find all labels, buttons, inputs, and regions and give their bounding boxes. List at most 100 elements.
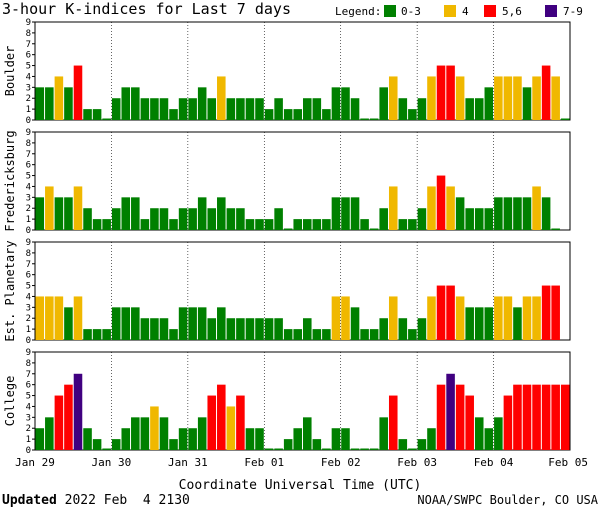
k-index-bar bbox=[159, 417, 169, 450]
k-index-bar bbox=[369, 228, 379, 230]
k-index-bar bbox=[159, 318, 169, 340]
updated-line: Updated 2022 Feb 4 2130 bbox=[2, 493, 190, 508]
k-index-bar bbox=[427, 186, 436, 230]
x-tick-label: Feb 05 bbox=[548, 456, 588, 469]
y-tick-label: 7 bbox=[26, 260, 31, 270]
k-index-bar bbox=[131, 307, 140, 340]
k-index-bar bbox=[64, 197, 73, 230]
k-index-bar bbox=[121, 197, 131, 230]
k-index-bar bbox=[484, 307, 494, 340]
k-index-bar bbox=[455, 384, 465, 450]
x-tick-label: Feb 01 bbox=[244, 456, 284, 469]
y-tick-label: 4 bbox=[26, 292, 31, 302]
x-tick-label: Jan 29 bbox=[15, 456, 55, 469]
y-tick-label: 4 bbox=[26, 72, 31, 82]
y-tick-label: 1 bbox=[26, 215, 31, 225]
k-index-bar bbox=[331, 296, 341, 340]
y-tick-label: 1 bbox=[26, 105, 31, 115]
k-index-bar bbox=[322, 448, 331, 450]
k-index-bar bbox=[446, 186, 455, 230]
k-index-bar bbox=[45, 186, 54, 230]
chart-title: 3-hour K-indices for Last 7 days bbox=[2, 0, 291, 18]
y-tick-label: 2 bbox=[26, 314, 31, 324]
k-index-bar bbox=[417, 208, 427, 230]
k-index-bar bbox=[369, 329, 379, 340]
y-tick-label: 9 bbox=[26, 18, 31, 28]
k-index-bar bbox=[188, 428, 197, 450]
k-index-bar bbox=[341, 296, 350, 340]
k-index-bar bbox=[369, 118, 379, 120]
k-index-bar bbox=[102, 329, 111, 340]
y-tick-label: 9 bbox=[26, 348, 31, 358]
k-index-bar bbox=[283, 439, 293, 450]
k-index-bar bbox=[111, 98, 121, 120]
y-tick-label: 7 bbox=[26, 40, 31, 50]
y-tick-label: 5 bbox=[26, 392, 31, 402]
k-index-bar bbox=[188, 208, 197, 230]
k-index-bar bbox=[236, 395, 245, 450]
y-tick-label: 8 bbox=[26, 29, 31, 39]
y-tick-label: 7 bbox=[26, 370, 31, 380]
y-tick-label: 3 bbox=[26, 193, 31, 203]
k-index-bar bbox=[360, 118, 369, 120]
k-index-bar bbox=[283, 329, 293, 340]
k-index-bar bbox=[465, 208, 474, 230]
panel-label: Fredericksburg bbox=[3, 130, 17, 231]
x-tick-label: Jan 31 bbox=[168, 456, 208, 469]
y-tick-label: 3 bbox=[26, 303, 31, 313]
k-index-bar bbox=[388, 186, 398, 230]
y-tick-label: 4 bbox=[26, 402, 31, 412]
k-index-bar bbox=[494, 417, 503, 450]
panels: 0123456789Boulder0123456789Fredericksbur… bbox=[3, 18, 571, 456]
k-index-bar bbox=[197, 417, 207, 450]
k-index-bar bbox=[150, 406, 159, 450]
k-index-bar bbox=[398, 439, 408, 450]
k-index-bar bbox=[398, 98, 408, 120]
k-index-bar bbox=[465, 395, 474, 450]
legend-label-0-3: 0-3 bbox=[401, 5, 421, 18]
updated-time: 2022 Feb 4 2130 bbox=[57, 493, 190, 508]
k-index-bar bbox=[532, 186, 541, 230]
k-index-bar bbox=[474, 307, 484, 340]
legend-swatch-5-6 bbox=[484, 5, 496, 17]
k-index-bar bbox=[388, 76, 398, 120]
k-index-bar bbox=[169, 439, 178, 450]
k-index-bar bbox=[484, 87, 494, 120]
k-index-bar bbox=[264, 219, 274, 230]
k-index-bar bbox=[417, 439, 427, 450]
k-index-bar bbox=[264, 448, 274, 450]
k-index-bar bbox=[474, 98, 484, 120]
y-tick-label: 8 bbox=[26, 139, 31, 149]
y-tick-label: 3 bbox=[26, 83, 31, 93]
k-index-bar bbox=[159, 98, 169, 120]
k-index-bar bbox=[283, 109, 293, 120]
k-index-bar bbox=[207, 395, 217, 450]
k-index-bar bbox=[255, 98, 264, 120]
k-index-bar bbox=[551, 228, 560, 230]
k-index-bar bbox=[92, 439, 102, 450]
y-tick-label: 2 bbox=[26, 204, 31, 214]
k-index-bar bbox=[274, 208, 283, 230]
k-index-bar bbox=[102, 219, 111, 230]
k-index-bar bbox=[178, 307, 188, 340]
k-index-bar bbox=[45, 417, 54, 450]
k-index-bar bbox=[379, 208, 388, 230]
k-index-bar bbox=[541, 384, 551, 450]
k-index-bar bbox=[312, 329, 322, 340]
k-index-bar bbox=[226, 406, 236, 450]
y-tick-label: 0 bbox=[26, 446, 31, 456]
k-index-bar bbox=[64, 87, 73, 120]
y-tick-label: 4 bbox=[26, 182, 31, 192]
k-index-bar bbox=[73, 186, 83, 230]
k-index-bar bbox=[541, 285, 551, 340]
k-index-bar bbox=[169, 109, 178, 120]
k-index-bar bbox=[322, 219, 331, 230]
k-index-bar bbox=[83, 109, 92, 120]
k-index-bar bbox=[436, 285, 446, 340]
k-index-bar bbox=[455, 197, 465, 230]
k-index-bar bbox=[398, 219, 408, 230]
credit: NOAA/SWPC Boulder, CO USA bbox=[417, 493, 598, 507]
k-index-bar bbox=[111, 307, 121, 340]
legend-label-5-6: 5,6 bbox=[502, 5, 522, 18]
k-index-bar bbox=[360, 219, 369, 230]
